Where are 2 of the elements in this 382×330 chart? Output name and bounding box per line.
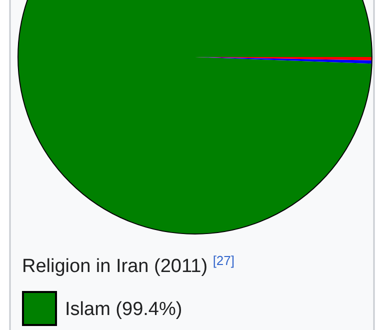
legend-label: Islam (99.4%): [65, 299, 182, 320]
text: Religion in Iran (2011) $^{[27]}$: [22, 252, 234, 277]
